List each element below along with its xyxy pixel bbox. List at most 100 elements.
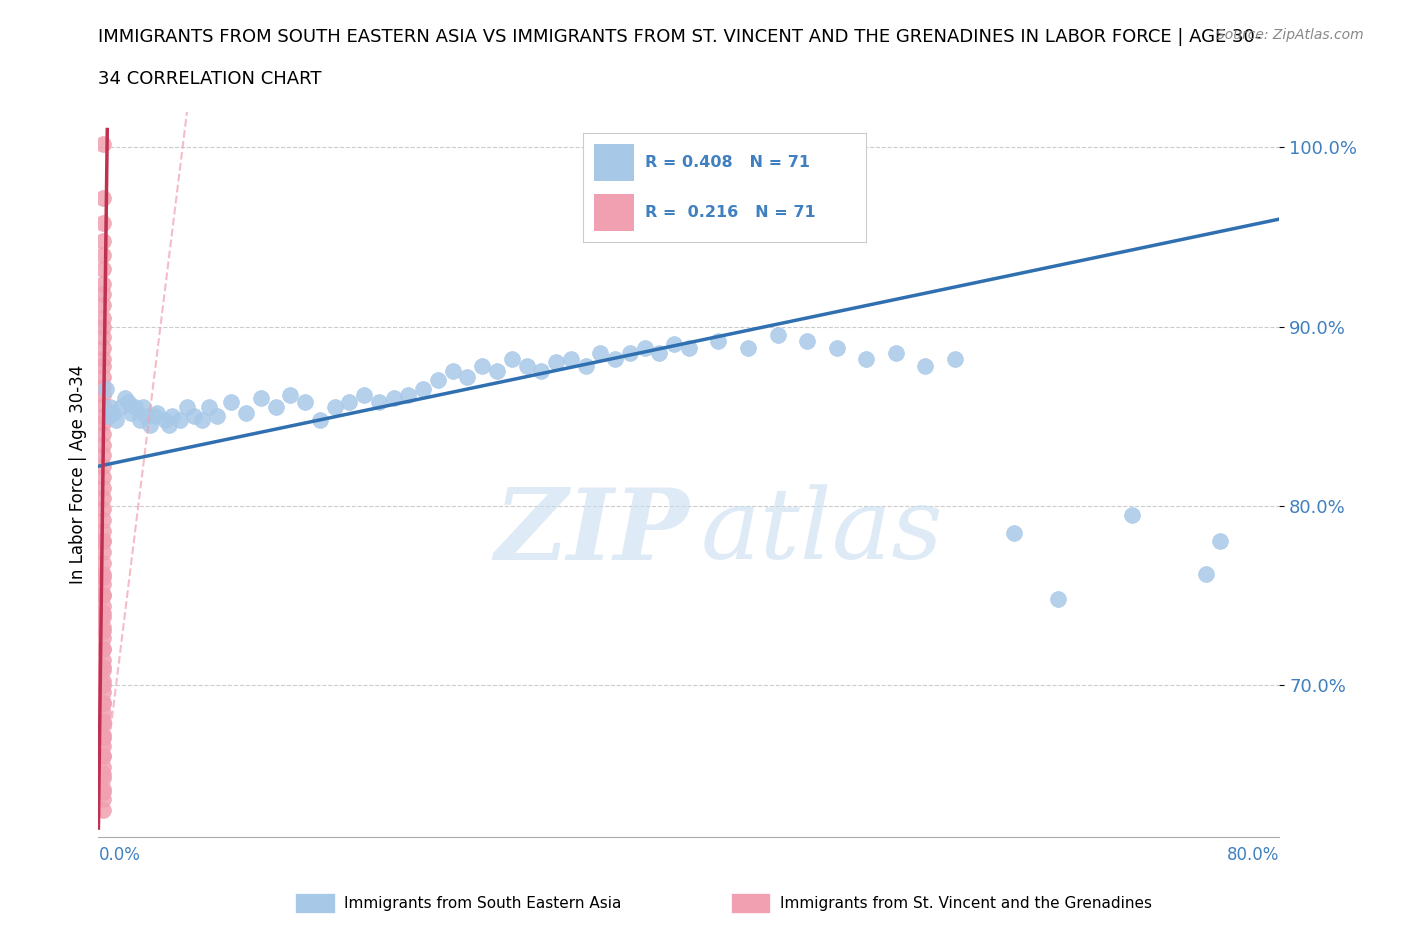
Point — [91, 380, 114, 395]
Text: Immigrants from St. Vincent and the Grenadines: Immigrants from St. Vincent and the Gren… — [780, 896, 1153, 910]
Point — [309, 412, 332, 427]
Point — [91, 738, 114, 753]
Point — [441, 364, 464, 379]
Point — [169, 412, 191, 427]
Point — [766, 328, 789, 343]
Point — [707, 334, 730, 349]
Point — [250, 391, 273, 405]
Point — [91, 352, 114, 366]
Point — [91, 512, 114, 527]
Point — [855, 352, 877, 366]
Point — [91, 369, 114, 384]
Y-axis label: In Labor Force | Age 30-34: In Labor Force | Age 30-34 — [69, 365, 87, 584]
Text: Immigrants from South Eastern Asia: Immigrants from South Eastern Asia — [344, 896, 621, 910]
Point — [1195, 566, 1218, 581]
Point — [280, 387, 302, 402]
Point — [91, 642, 114, 657]
Point — [221, 394, 243, 409]
Point — [183, 408, 205, 423]
Point — [103, 405, 125, 420]
Point — [91, 684, 114, 699]
Point — [124, 400, 146, 415]
Point — [91, 599, 114, 614]
Point — [368, 394, 391, 409]
Point — [678, 340, 700, 355]
Point — [146, 405, 169, 420]
Point — [91, 770, 114, 785]
Point — [110, 400, 132, 415]
Point — [91, 642, 114, 657]
Point — [91, 717, 114, 732]
Point — [91, 605, 114, 620]
Point — [91, 803, 114, 817]
Point — [91, 298, 114, 312]
Point — [162, 408, 183, 423]
Point — [91, 247, 114, 262]
Point — [339, 394, 361, 409]
Point — [132, 400, 155, 415]
Point — [486, 364, 509, 379]
Point — [91, 696, 114, 711]
Point — [91, 727, 114, 742]
Point — [884, 346, 907, 361]
Point — [98, 400, 121, 415]
Point — [139, 418, 162, 432]
Point — [825, 340, 848, 355]
Point — [91, 731, 114, 746]
Point — [97, 408, 120, 423]
Point — [91, 749, 114, 764]
Point — [91, 416, 114, 431]
Point — [91, 534, 114, 549]
Text: IMMIGRANTS FROM SOUTH EASTERN ASIA VS IMMIGRANTS FROM ST. VINCENT AND THE GRENAD: IMMIGRANTS FROM SOUTH EASTERN ASIA VS IM… — [98, 28, 1261, 46]
Point — [91, 696, 114, 711]
Point — [1209, 534, 1232, 549]
Point — [91, 480, 114, 495]
Point — [91, 448, 114, 463]
Point — [634, 340, 657, 355]
Point — [105, 412, 128, 427]
Point — [91, 310, 114, 325]
Point — [91, 387, 114, 402]
Point — [91, 491, 114, 506]
Point — [546, 355, 568, 370]
Point — [91, 785, 114, 800]
Point — [91, 609, 114, 624]
Point — [91, 340, 114, 355]
Point — [382, 391, 405, 405]
Point — [114, 391, 136, 405]
Point — [91, 502, 114, 517]
Point — [91, 470, 114, 485]
Point — [117, 394, 139, 409]
Point — [560, 352, 582, 366]
Point — [91, 588, 114, 603]
Point — [914, 358, 936, 373]
Point — [648, 346, 671, 361]
Point — [91, 555, 114, 570]
Point — [91, 524, 114, 538]
Point — [605, 352, 627, 366]
Point — [1121, 507, 1143, 522]
Point — [91, 588, 114, 603]
Point — [91, 398, 114, 413]
Point — [91, 358, 114, 373]
Point — [157, 418, 180, 432]
Point — [737, 340, 759, 355]
Point — [91, 566, 114, 581]
Point — [91, 673, 114, 688]
Point — [91, 137, 114, 152]
Point — [91, 458, 114, 473]
Point — [664, 337, 686, 352]
Point — [427, 373, 450, 388]
Point — [91, 570, 114, 585]
Point — [91, 792, 114, 807]
Point — [153, 412, 176, 427]
Point — [530, 364, 553, 379]
Point — [91, 534, 114, 549]
Point — [457, 369, 479, 384]
Point — [191, 412, 214, 427]
Point — [91, 577, 114, 591]
Point — [91, 749, 114, 764]
Point — [471, 358, 494, 373]
Point — [91, 663, 114, 678]
Point — [501, 352, 523, 366]
